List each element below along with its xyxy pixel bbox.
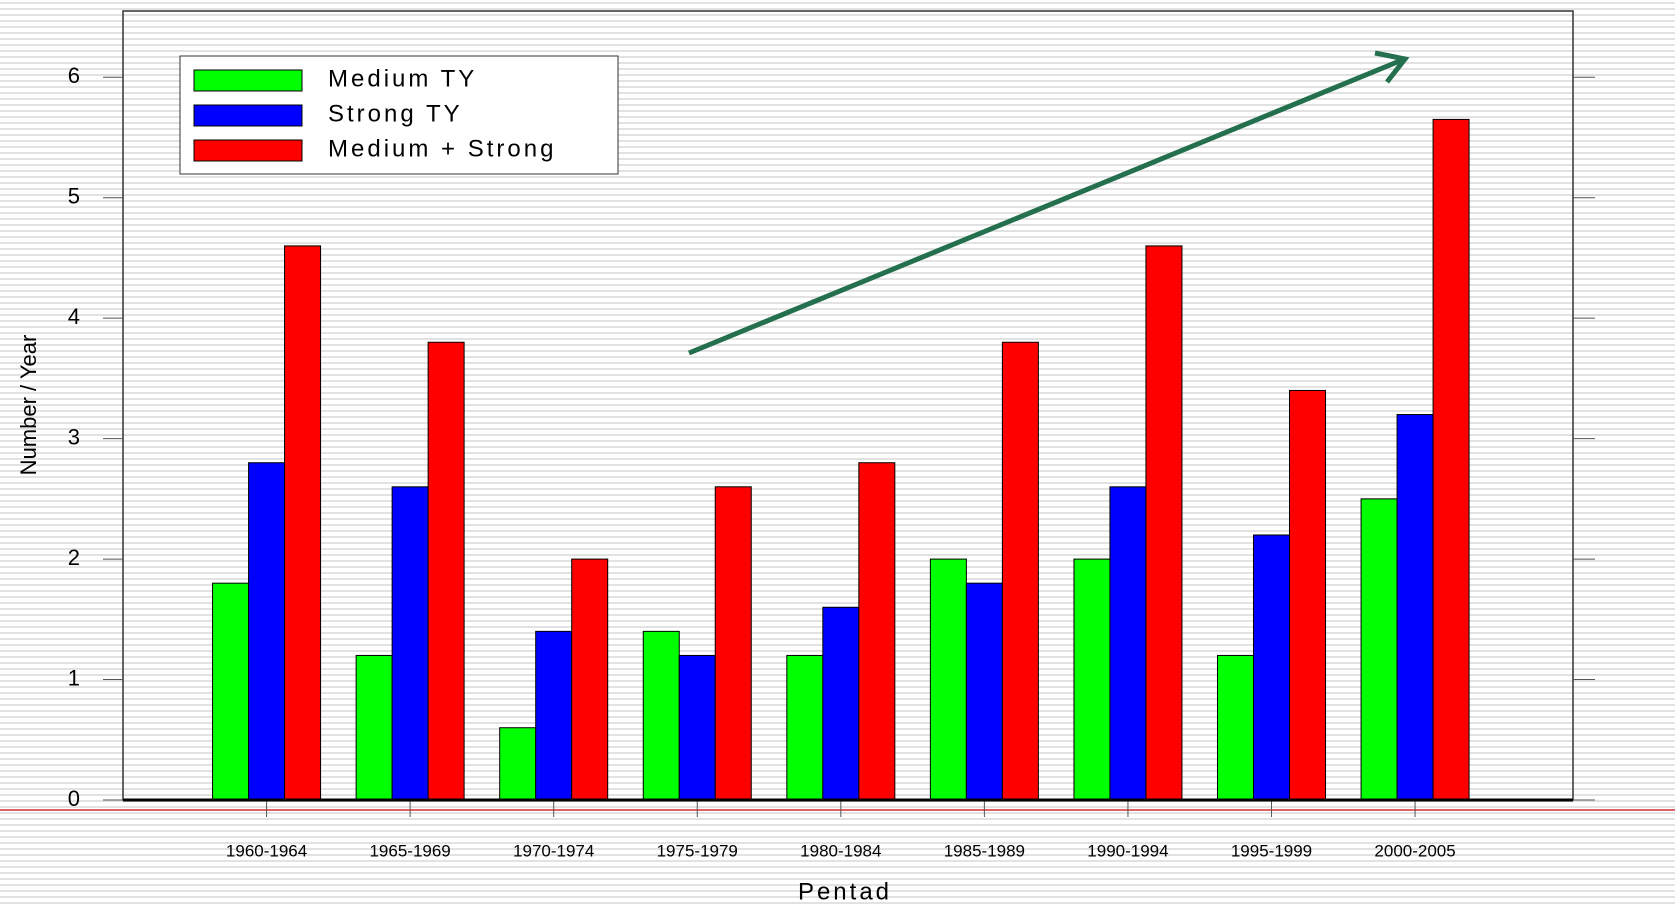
y-tick-label: 2 — [68, 545, 80, 570]
bar — [1109, 486, 1147, 801]
x-tick-label: 1965-1969 — [369, 841, 450, 860]
x-tick-label: 1960-1964 — [226, 841, 307, 860]
bar — [248, 462, 286, 801]
x-tick-label: 1990-1994 — [1087, 841, 1168, 860]
bar — [822, 606, 860, 801]
bar — [642, 630, 680, 801]
x-tick-label: 1980-1984 — [800, 841, 881, 860]
bar — [355, 654, 393, 801]
bar — [714, 486, 752, 801]
bar — [499, 727, 537, 801]
y-tick-label: 4 — [68, 304, 80, 329]
y-tick-label: 1 — [68, 665, 80, 690]
bar — [965, 582, 1003, 801]
x-tick-label: 1970-1974 — [513, 841, 594, 860]
bar — [427, 341, 465, 801]
bar — [571, 558, 609, 801]
legend-swatch — [193, 104, 303, 127]
bar — [1145, 245, 1183, 801]
bar — [1217, 654, 1255, 801]
bar — [1001, 341, 1039, 801]
bar — [858, 462, 896, 801]
legend-label: Strong TY — [328, 100, 463, 127]
bar — [212, 582, 250, 801]
legend-label: Medium TY — [328, 65, 477, 92]
y-tick-label: 6 — [68, 63, 80, 88]
y-tick-label: 0 — [68, 786, 80, 811]
bar — [1360, 498, 1398, 801]
bar — [391, 486, 429, 801]
x-tick-label: 2000-2005 — [1374, 841, 1455, 860]
bar — [786, 654, 824, 801]
trend-arrow-head — [1374, 50, 1410, 84]
bar — [1073, 558, 1111, 801]
bar — [678, 654, 716, 801]
legend-swatch — [193, 139, 303, 162]
x-tick-label: 1975-1979 — [657, 841, 738, 860]
y-tick-label: 3 — [68, 424, 80, 449]
trend-arrow — [688, 57, 1403, 356]
bar — [535, 630, 573, 801]
x-axis-label: Pentad — [798, 878, 892, 905]
x-tick-label: 1995-1999 — [1231, 841, 1312, 860]
x-tick-label: 1985-1989 — [944, 841, 1025, 860]
bar — [929, 558, 967, 801]
legend-swatch — [193, 69, 303, 92]
y-axis-label: Number / Year — [16, 335, 41, 476]
bar — [284, 245, 322, 801]
bar — [1396, 414, 1434, 801]
bar — [1432, 118, 1470, 801]
y-tick-label: 5 — [68, 184, 80, 209]
bar — [1253, 534, 1291, 801]
legend-label: Medium + Strong — [328, 135, 556, 162]
bar — [1289, 389, 1327, 801]
